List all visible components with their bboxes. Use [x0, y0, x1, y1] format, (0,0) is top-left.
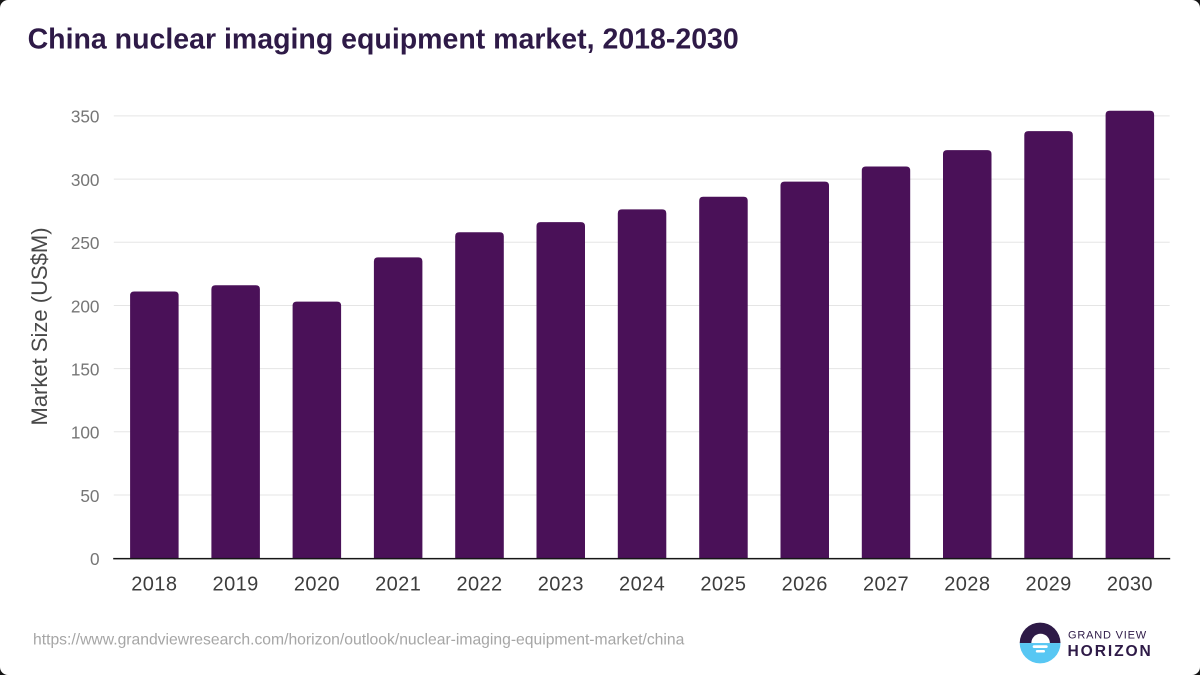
svg-text:2027: 2027: [863, 574, 909, 596]
svg-text:150: 150: [71, 359, 100, 379]
svg-text:100: 100: [71, 423, 100, 443]
svg-text:HORIZON: HORIZON: [1068, 643, 1153, 660]
svg-text:China nuclear imaging equipmen: China nuclear imaging equipment market, …: [28, 23, 739, 55]
svg-text:2028: 2028: [944, 574, 990, 596]
svg-text:250: 250: [71, 233, 100, 253]
svg-text:Market Size (US$M): Market Size (US$M): [27, 227, 52, 425]
svg-text:350: 350: [71, 107, 100, 127]
svg-text:0: 0: [90, 549, 100, 569]
svg-text:2021: 2021: [375, 574, 421, 596]
svg-text:GRAND VIEW: GRAND VIEW: [1068, 629, 1147, 641]
svg-text:2030: 2030: [1107, 574, 1153, 596]
svg-text:50: 50: [80, 486, 99, 506]
svg-text:2019: 2019: [213, 574, 259, 596]
svg-text:200: 200: [71, 296, 100, 316]
svg-text:2026: 2026: [782, 574, 828, 596]
svg-text:2023: 2023: [538, 574, 584, 596]
svg-text:https://www.grandviewresearch.: https://www.grandviewresearch.com/horizo…: [33, 632, 685, 649]
svg-text:2029: 2029: [1026, 574, 1072, 596]
svg-text:2020: 2020: [294, 574, 340, 596]
svg-text:2022: 2022: [456, 574, 502, 596]
svg-text:2018: 2018: [131, 574, 177, 596]
svg-text:2024: 2024: [619, 574, 665, 596]
svg-text:300: 300: [71, 170, 100, 190]
svg-text:2025: 2025: [700, 574, 746, 596]
